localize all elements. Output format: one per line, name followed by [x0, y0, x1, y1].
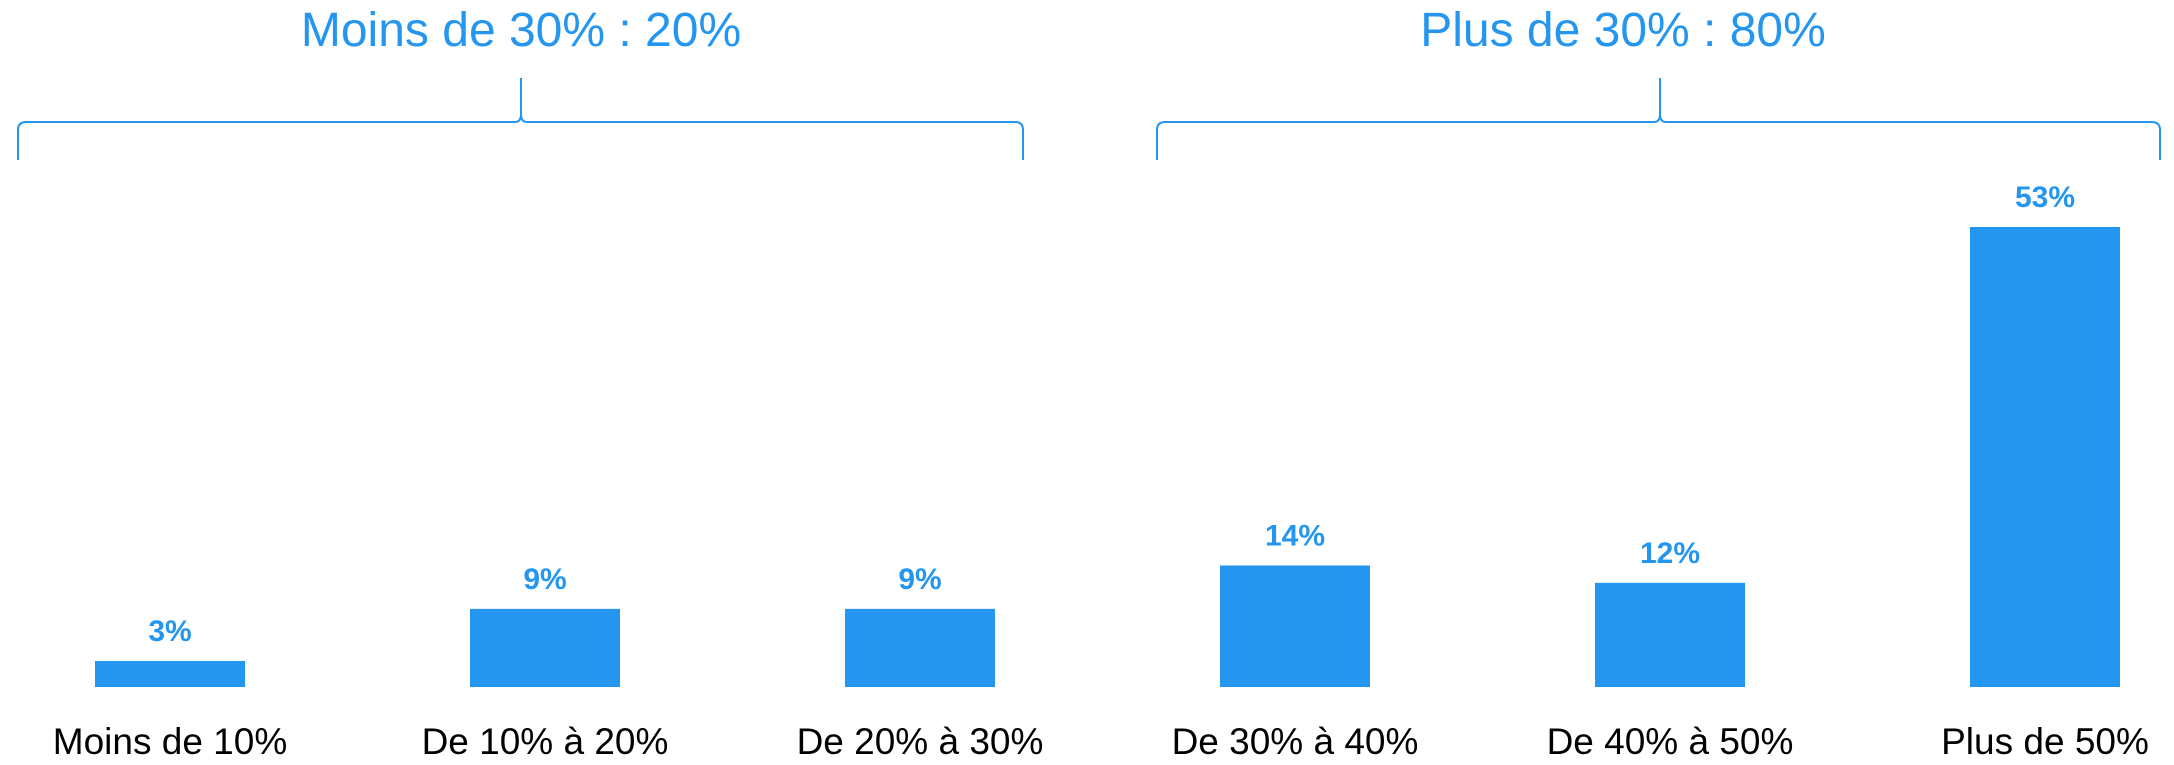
value-label: 9%	[523, 563, 566, 596]
group-bracket	[17, 78, 1024, 160]
bar	[845, 608, 995, 687]
group-brackets: Moins de 30% : 20% Plus de 30% : 80%	[17, 4, 2161, 160]
category-label: De 30% à 40%	[1172, 721, 1419, 760]
bar	[1220, 565, 1370, 687]
value-labels: 3% 9% 9% 14% 12% 53%	[148, 181, 2075, 648]
group-title: Moins de 30% : 20%	[301, 4, 741, 57]
value-label: 12%	[1640, 537, 1700, 570]
group-bracket	[1156, 78, 2161, 160]
category-label: De 40% à 50%	[1547, 721, 1794, 760]
bar	[1595, 582, 1745, 687]
category-label: Plus de 50%	[1941, 721, 2149, 760]
value-label: 14%	[1265, 519, 1325, 552]
category-label: Moins de 10%	[53, 721, 287, 760]
category-label: De 10% à 20%	[422, 721, 669, 760]
category-labels: Moins de 10% De 10% à 20% De 20% à 30% De 3…	[53, 721, 2149, 762]
value-label: 9%	[898, 563, 941, 596]
group-title: Plus de 30% : 80%	[1420, 4, 1826, 57]
bar	[95, 660, 245, 687]
category-label: De 20% à 30%	[797, 721, 1044, 760]
bar	[470, 608, 620, 687]
value-label: 3%	[148, 615, 191, 648]
value-label: 53%	[2015, 181, 2075, 214]
bar	[1970, 227, 2120, 687]
bars	[95, 227, 2120, 687]
